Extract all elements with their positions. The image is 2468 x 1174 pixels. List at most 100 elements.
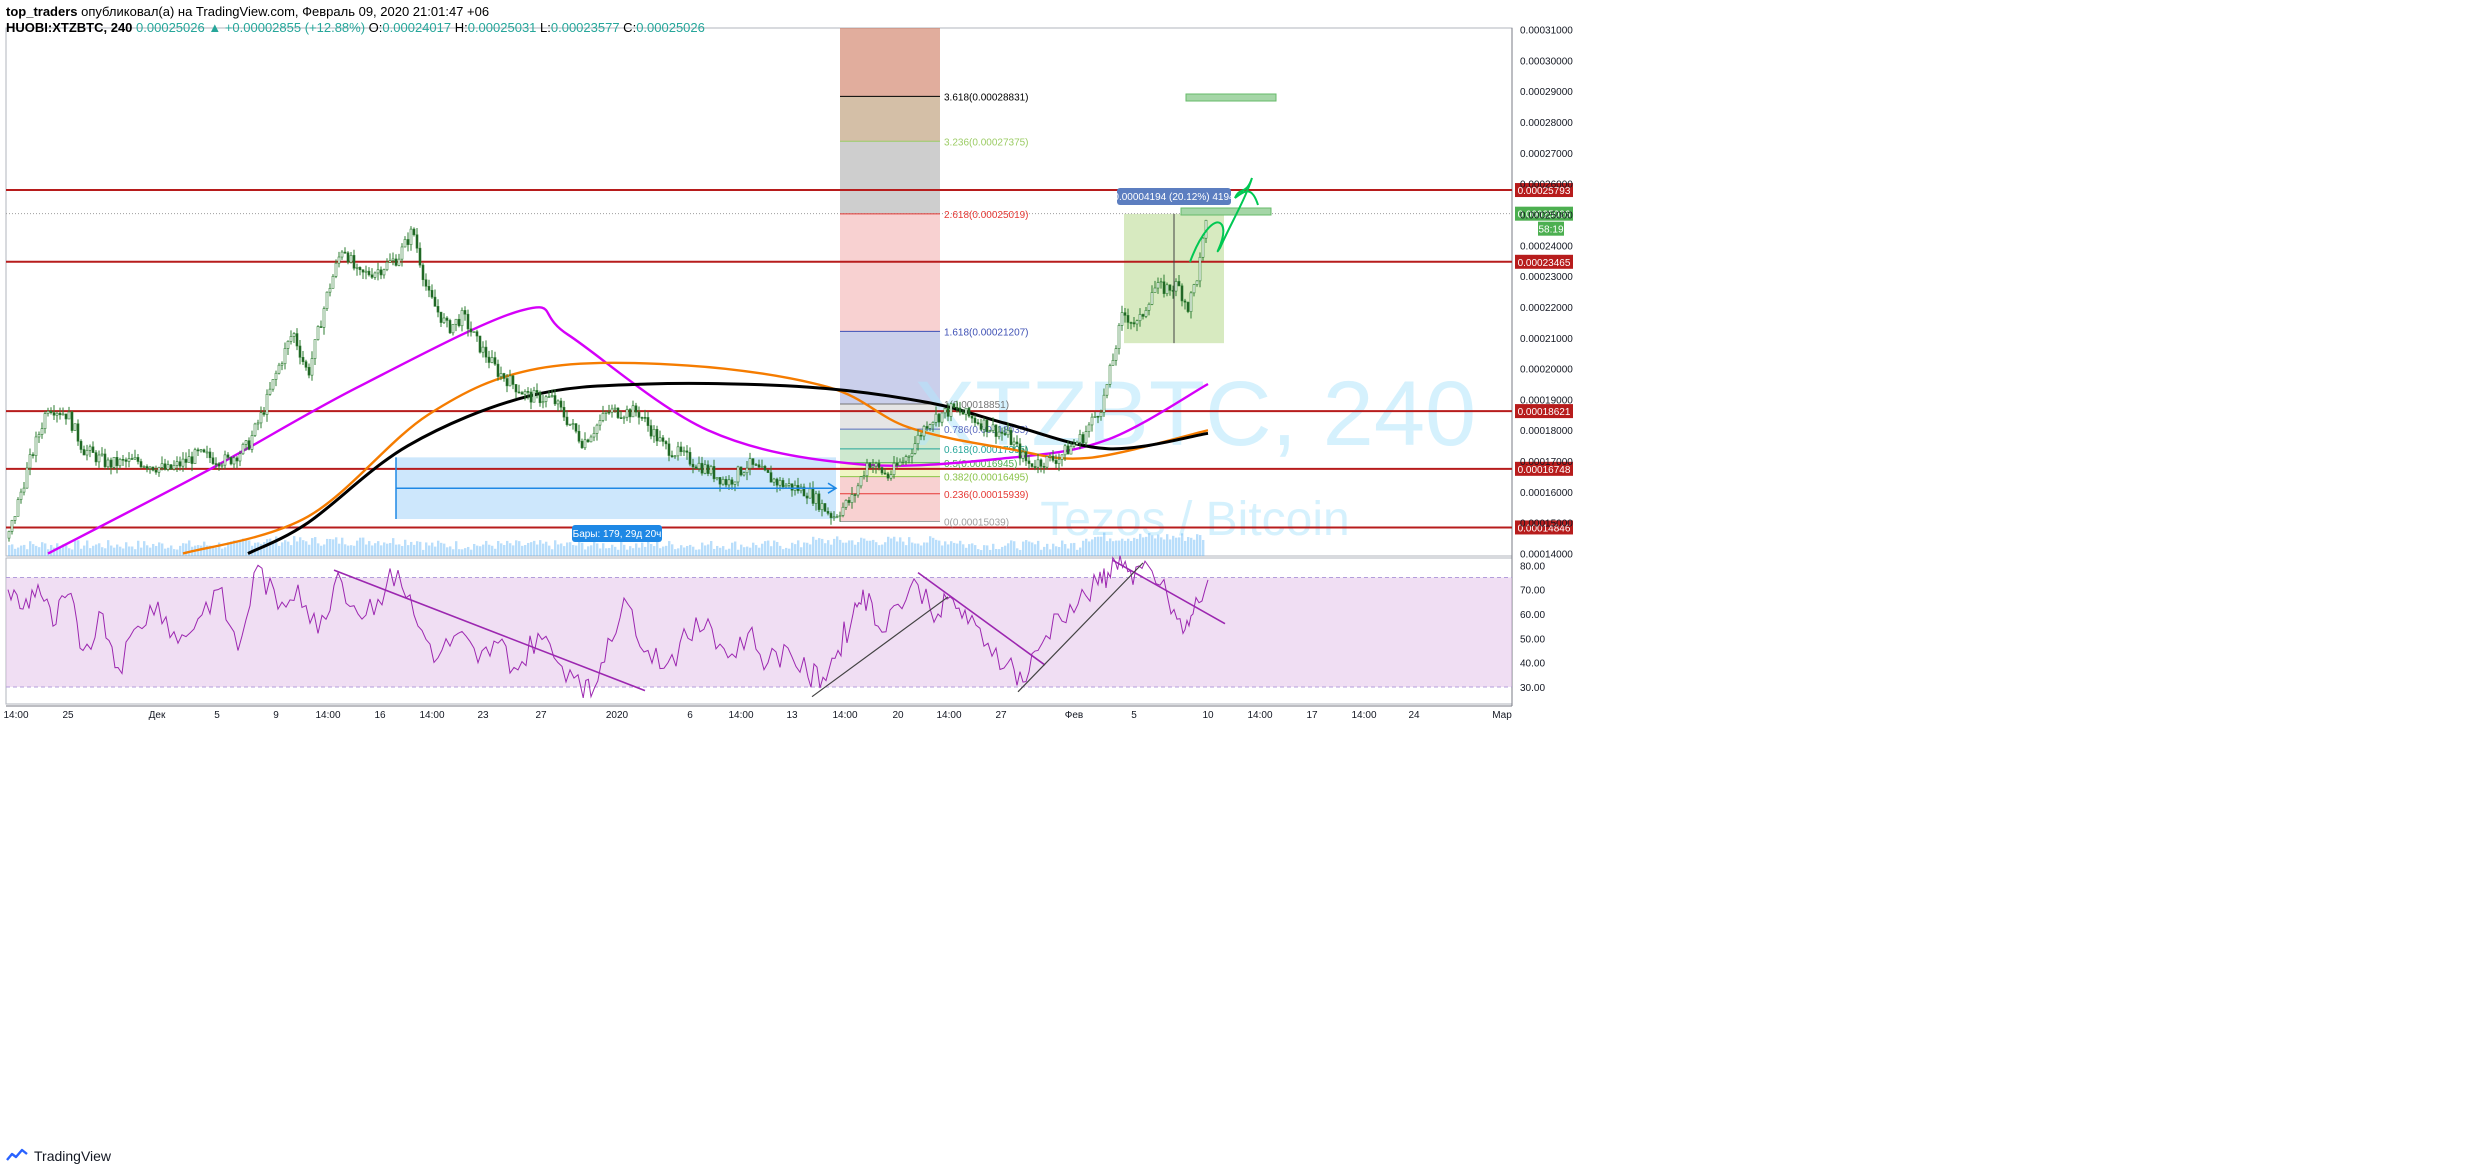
candle-body [244,440,248,445]
volume-bar [1106,541,1109,556]
volume-bar [95,544,98,556]
volume-bar [1031,542,1034,556]
candle-body [415,234,419,249]
volume-bar [596,543,599,556]
volume-bar [59,548,62,556]
candle-body [1162,281,1166,294]
volume-bar [1016,548,1019,556]
candle-body [940,412,944,423]
candle-body [493,357,497,365]
candle-body [568,423,572,426]
volume-bar [752,542,755,556]
volume-bar [209,545,212,556]
candle-body [967,407,971,417]
candle-body [784,484,788,488]
volume-bar [152,543,155,556]
candle-body [1132,322,1136,325]
volume-bar [677,548,680,556]
candle-body [1198,256,1202,282]
volume-bar [302,540,305,556]
candle-body [781,480,785,488]
candle-body [1033,466,1037,468]
volume-bar [533,540,536,556]
volume-bar [974,545,977,556]
volume-bar [836,536,839,556]
volume-bar [905,545,908,556]
volume-bar [1082,540,1085,556]
volume-bar [1151,535,1154,556]
candle-body [187,456,191,463]
volume-bar [704,545,707,556]
volume-bar [83,545,86,556]
volume-bar [1067,548,1070,556]
fib-level-label: 0.236(0.00015939) [944,490,1029,501]
candle-body [931,422,935,426]
candle-body [127,458,131,462]
candle-body [388,260,392,263]
volume-bar [776,541,779,556]
candle-body [862,475,866,478]
volume-bar [1076,549,1079,556]
author[interactable]: top_traders [6,4,78,19]
volume-bar [98,543,101,556]
candle-body [652,428,656,437]
volume-bar [614,546,617,556]
candle-body [574,423,578,432]
volume-bar [881,544,884,556]
candle-body [286,340,290,349]
ohlc-key: C: [619,20,637,35]
publish-info: top_traders опубликовал(а) на TradingVie… [6,4,489,19]
candle-body [736,466,740,483]
volume-bar [32,544,35,556]
candle-body [100,453,104,456]
candle-body [772,478,776,483]
candle-body [880,467,884,474]
volume-bar [1130,540,1133,556]
volume-bar [842,542,845,556]
candle-body [118,459,122,467]
candle-body [229,457,233,465]
candle-body [316,326,320,340]
volume-bar [1133,537,1136,556]
candle-body [409,228,413,245]
candle-body [82,449,86,456]
volume-bar [266,539,269,556]
fib-extension: 3.618(0.00028831) 3.236(0.00027375) 2.618(… [840,92,1029,529]
rsi-trendline-2 [917,571,1046,666]
volume-bar [50,545,53,556]
volume-bar [824,543,827,556]
volume-bar [686,545,689,556]
volume-bar [509,543,512,556]
volume-bar [86,540,89,556]
axes: 0.00031000 0.00030000 0.00029000 0.00028000… [3,26,1573,721]
time-tick-label: 2020 [606,710,629,721]
brand-label[interactable]: TradingView [34,1148,112,1164]
volume-bar [1091,539,1094,556]
candle-body [976,422,980,424]
candle-body [937,413,941,423]
candle-body [349,255,353,263]
candle-body [25,467,29,489]
candle-body [1120,312,1124,326]
volume-bar [416,541,419,556]
volume-bar [338,543,341,556]
candle-body [163,463,167,470]
candle-body [451,323,455,334]
volume-bar [998,549,1001,556]
fib-level-label: 0.5(0.00016945) [944,459,1017,470]
volume-bar [341,537,344,556]
fib-zone-light [840,404,940,430]
volume-bar [1148,533,1151,556]
volume-bar [800,547,803,556]
volume-bar [128,546,131,556]
candle-body [421,264,425,281]
candle-body [1159,281,1163,284]
volume-bar [1073,542,1076,556]
candle-body [928,424,932,429]
candle-body [715,477,719,480]
candle-body [1054,460,1058,464]
candle-body [1135,320,1139,325]
candle-body [1015,441,1019,445]
candle-body [340,251,344,258]
horizontal-level-label: 0.00016748 [1518,465,1571,476]
